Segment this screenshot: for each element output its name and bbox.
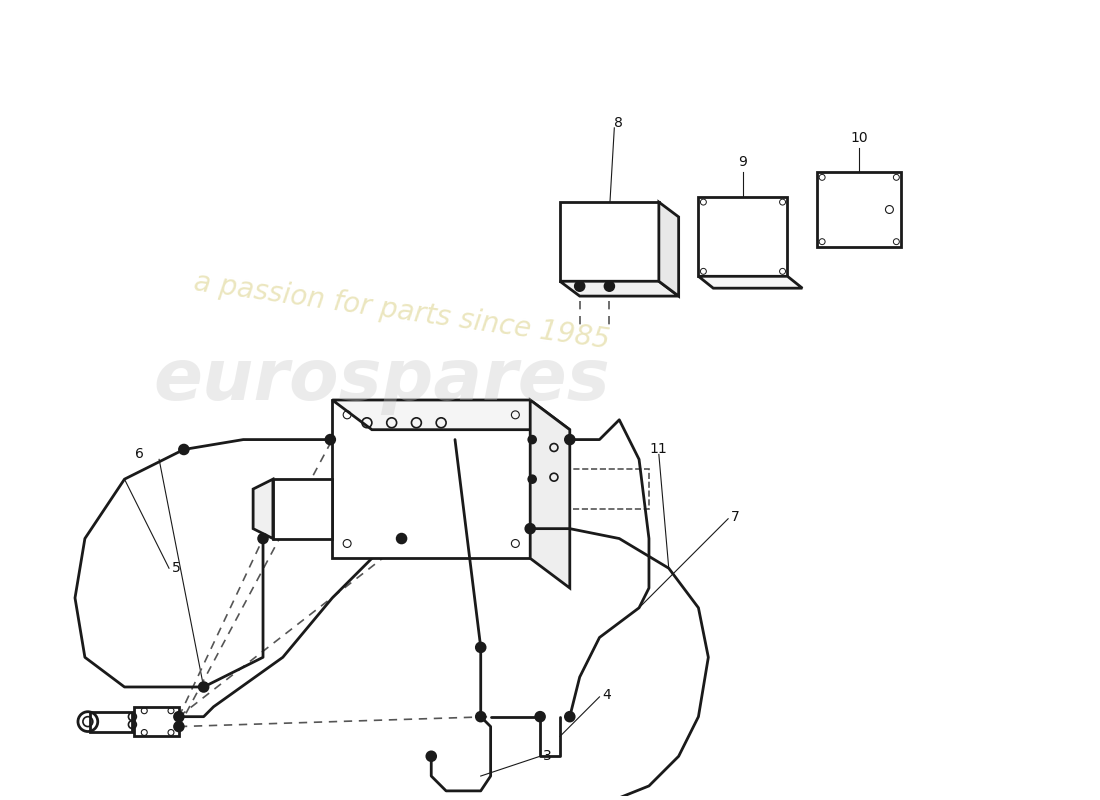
Circle shape <box>201 685 206 690</box>
Circle shape <box>528 526 532 531</box>
Polygon shape <box>134 706 179 737</box>
Circle shape <box>564 434 574 445</box>
Circle shape <box>174 712 184 722</box>
Circle shape <box>530 477 535 481</box>
Circle shape <box>536 712 546 722</box>
Circle shape <box>258 534 268 543</box>
Text: 7: 7 <box>732 510 740 524</box>
Text: 3: 3 <box>543 750 552 763</box>
Circle shape <box>399 536 404 541</box>
Circle shape <box>568 437 572 442</box>
Circle shape <box>328 437 333 442</box>
Text: 5: 5 <box>172 562 180 575</box>
Circle shape <box>538 714 542 719</box>
Text: 4: 4 <box>603 688 612 702</box>
Polygon shape <box>698 276 802 288</box>
Circle shape <box>578 284 582 289</box>
Circle shape <box>528 475 536 483</box>
Circle shape <box>199 682 209 692</box>
Polygon shape <box>659 202 679 296</box>
Text: 8: 8 <box>614 116 624 130</box>
Polygon shape <box>90 712 132 731</box>
Polygon shape <box>560 282 679 296</box>
Circle shape <box>528 436 536 443</box>
Text: a passion for parts since 1985: a passion for parts since 1985 <box>191 268 612 354</box>
Circle shape <box>176 714 182 719</box>
Circle shape <box>478 645 483 650</box>
Circle shape <box>176 724 182 729</box>
Polygon shape <box>698 197 788 276</box>
Circle shape <box>427 751 437 761</box>
Circle shape <box>429 754 433 758</box>
Circle shape <box>174 722 184 731</box>
Circle shape <box>564 712 574 722</box>
Circle shape <box>568 714 572 719</box>
Circle shape <box>182 447 186 452</box>
Polygon shape <box>560 202 659 282</box>
Circle shape <box>476 712 486 722</box>
Polygon shape <box>530 400 570 588</box>
Circle shape <box>604 282 614 291</box>
Polygon shape <box>253 479 273 538</box>
Circle shape <box>574 282 584 291</box>
Polygon shape <box>817 172 901 246</box>
Text: 11: 11 <box>649 442 667 457</box>
Text: 10: 10 <box>850 130 868 145</box>
Circle shape <box>476 642 486 652</box>
Text: 6: 6 <box>135 447 144 462</box>
Circle shape <box>261 536 265 541</box>
Circle shape <box>478 714 483 719</box>
Circle shape <box>326 434 336 445</box>
Text: 9: 9 <box>738 155 747 170</box>
Polygon shape <box>332 400 570 430</box>
Text: eurospares: eurospares <box>153 346 610 414</box>
Circle shape <box>530 438 535 442</box>
Polygon shape <box>273 479 332 538</box>
Circle shape <box>526 524 536 534</box>
Polygon shape <box>332 400 530 558</box>
Circle shape <box>397 534 407 543</box>
Circle shape <box>179 445 189 454</box>
Circle shape <box>607 284 612 289</box>
